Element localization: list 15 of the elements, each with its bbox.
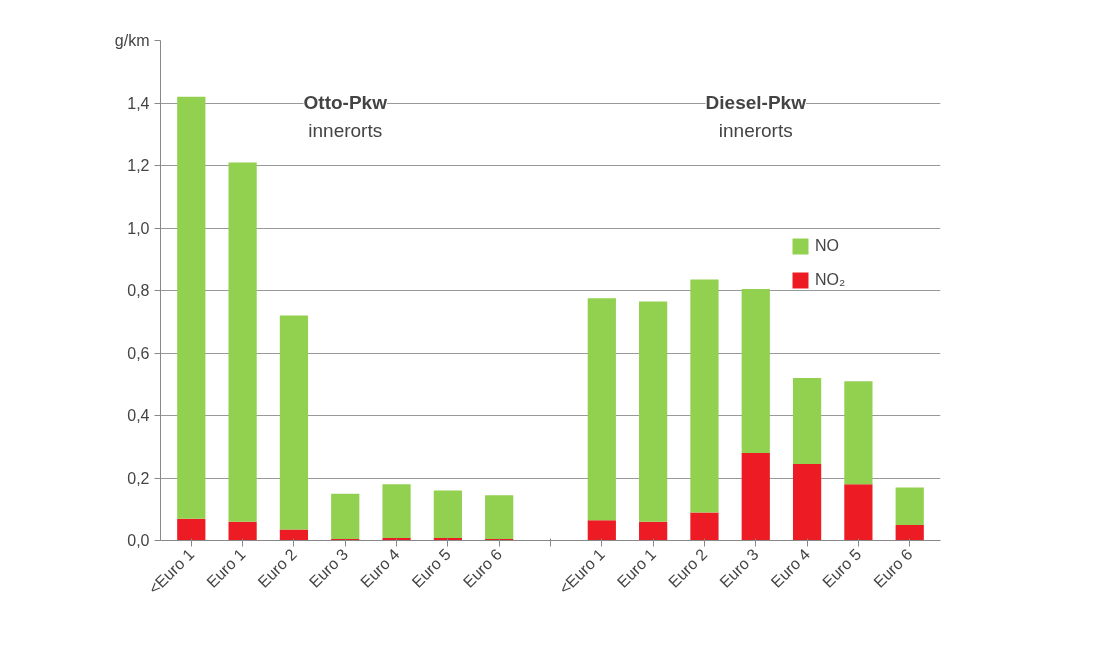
y-tick-label: 1,2 [127,157,150,174]
y-tick-label: 0,2 [127,469,150,487]
y-tick-label: 1,0 [127,219,150,237]
y-tick-label: 1,4 [127,94,150,112]
annotation: innerorts [308,120,383,141]
y-tick-label: 0,6 [127,344,150,362]
legend-label: NO [815,237,839,255]
y-axis-title: g/km [114,32,150,49]
y-tick-label: 0,4 [127,407,150,424]
legend-label: NO₂ [815,271,846,289]
y-tick-label: 0,8 [127,282,150,299]
annotation: Otto-Pkw [303,92,388,113]
y-tick-label: 0,0 [127,532,150,549]
annotation: Diesel-Pkw [705,92,807,113]
annotation: innerorts [718,120,793,141]
